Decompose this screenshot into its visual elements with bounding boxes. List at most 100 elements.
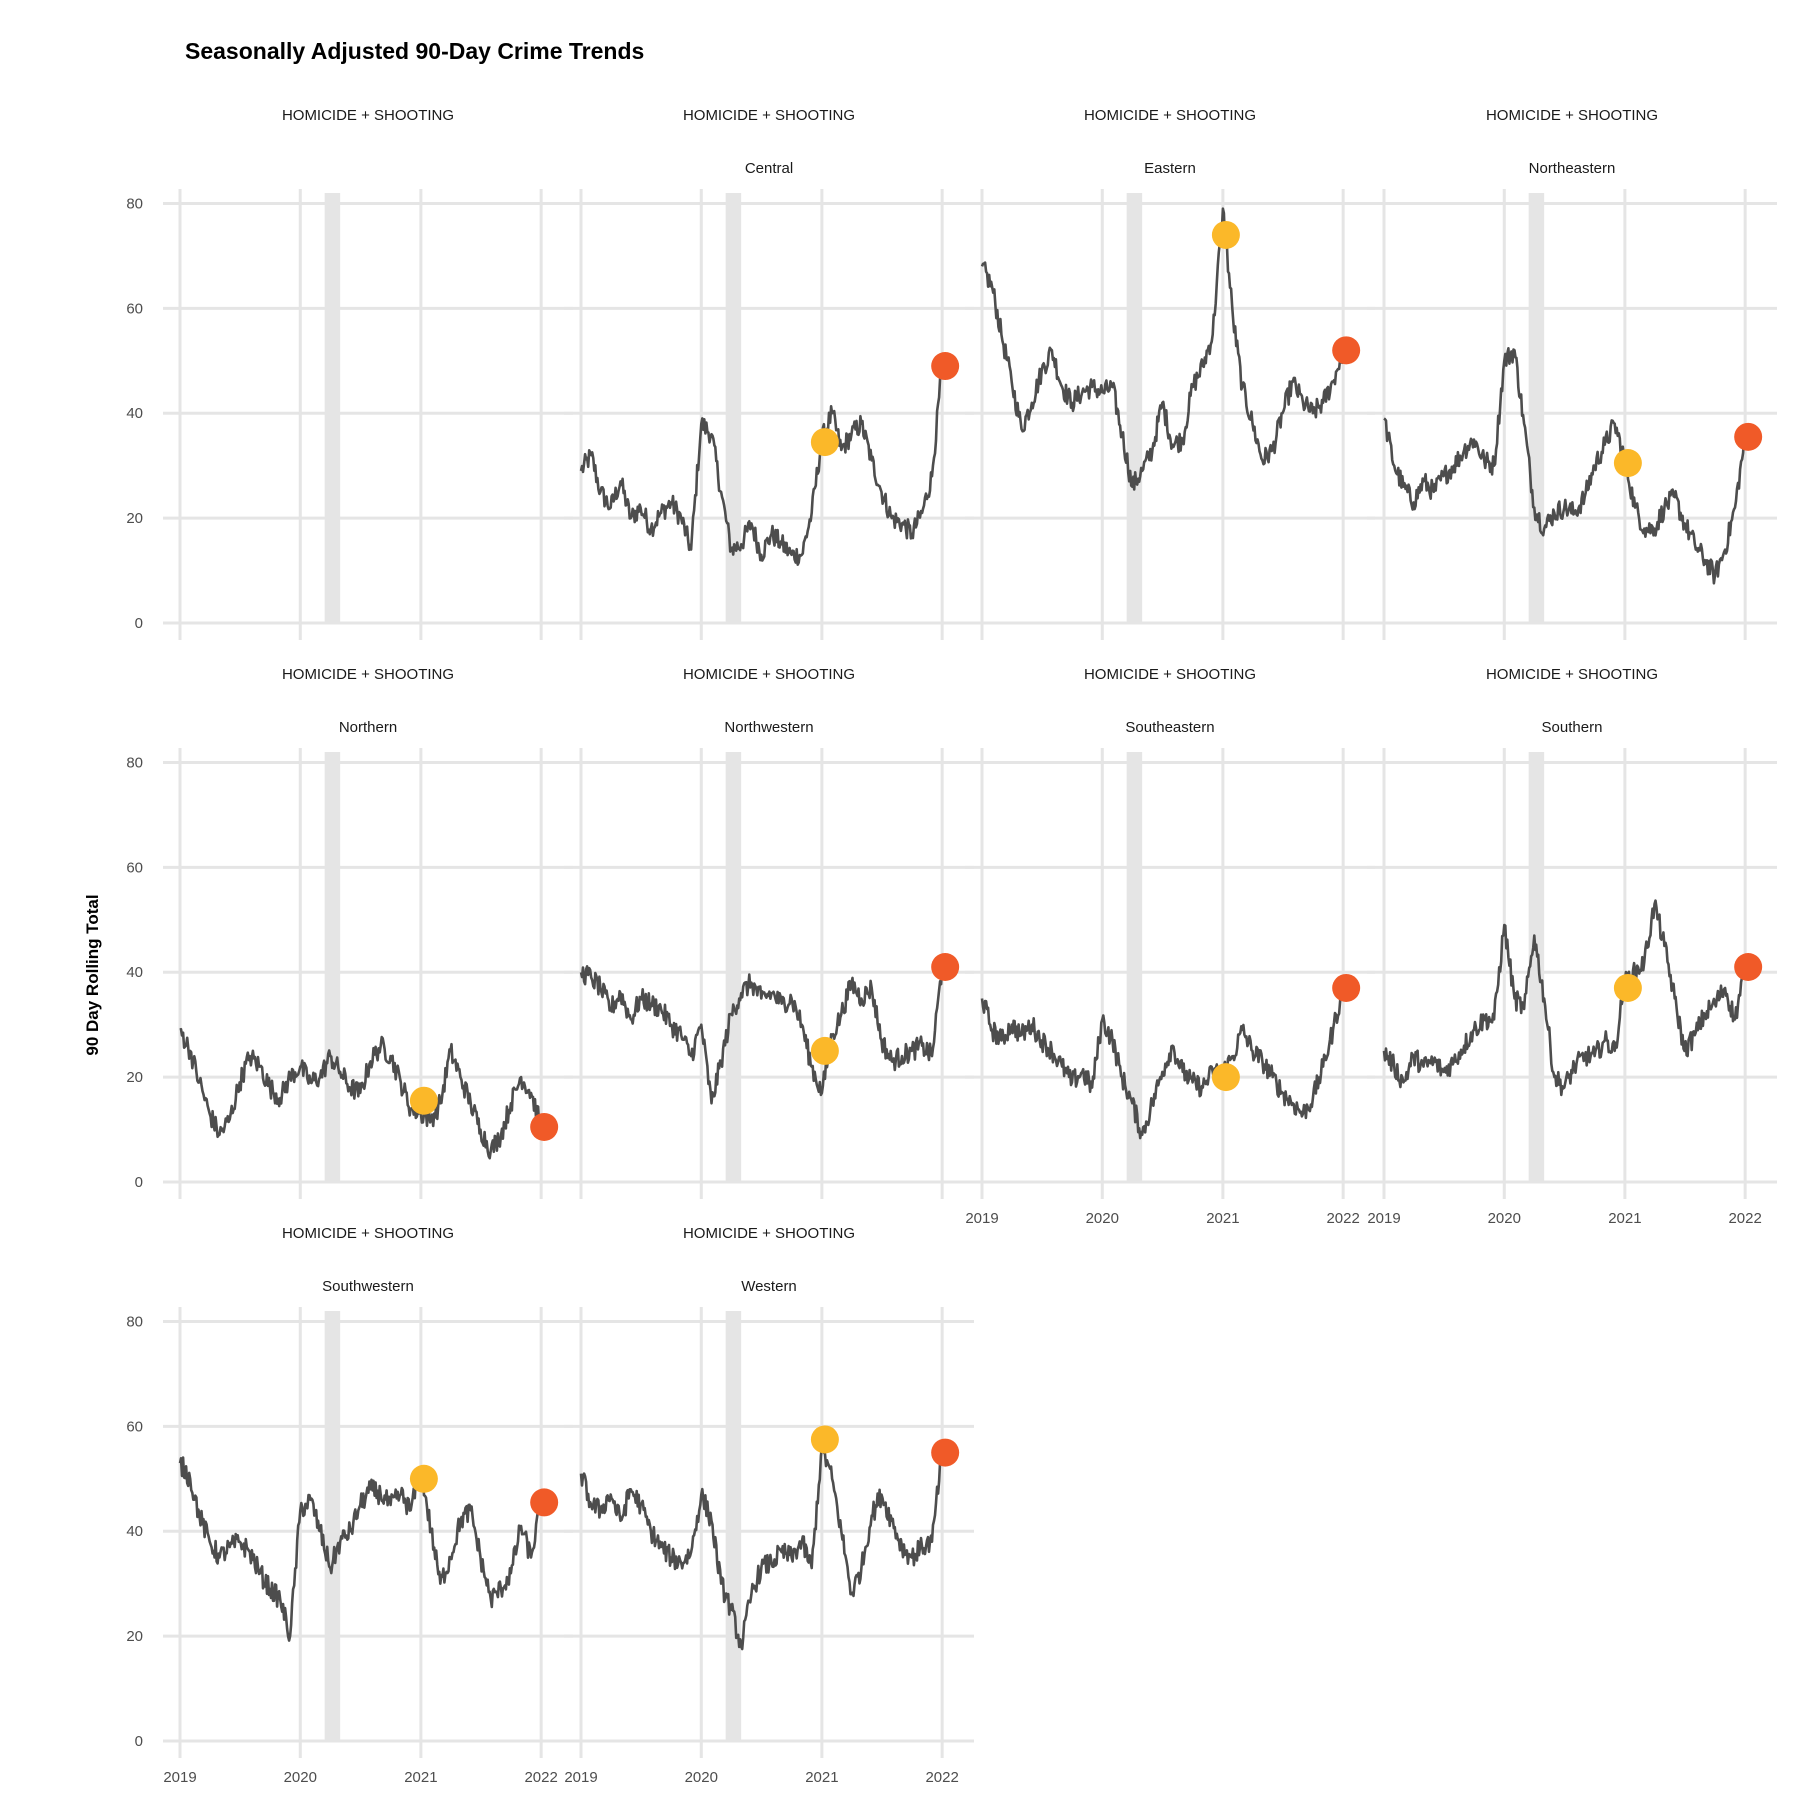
marker-2021 — [1613, 973, 1642, 1002]
y-tick-label: 60 — [126, 859, 143, 876]
y-tick-label: 0 — [135, 1733, 143, 1750]
x-tick-label: 2022 — [925, 1769, 958, 1786]
series-line — [1382, 899, 1746, 1097]
x-tick-label: 2020 — [685, 1769, 718, 1786]
district-label: Northeastern — [1529, 160, 1616, 177]
y-tick-label: 80 — [126, 754, 143, 771]
series-line — [1383, 347, 1747, 585]
panel-northern: HOMICIDE + SHOOTING Northern 0 20 40 60 80 — [126, 666, 573, 1199]
x-tick-label: 2020 — [284, 1769, 317, 1786]
panel-blank: HOMICIDE + SHOOTING 0 20 40 60 80 — [126, 107, 573, 640]
x-tick-label: 2019 — [163, 1769, 196, 1786]
shaded-period — [1126, 193, 1143, 623]
district-label: Central — [745, 160, 793, 177]
marker-2022 — [1734, 953, 1763, 981]
panel-southeastern: HOMICIDE + SHOOTING Southeastern 2019 2020 2… — [965, 666, 1375, 1227]
facet-label: HOMICIDE + SHOOTING — [1486, 107, 1658, 124]
marker-2021 — [810, 1036, 839, 1065]
y-tick-label: 60 — [126, 300, 143, 317]
marker-2021 — [409, 1464, 438, 1493]
x-tick-label: 2019 — [965, 1210, 998, 1227]
district-label: Northwestern — [724, 719, 813, 736]
panel-western: HOMICIDE + SHOOTING Western 2019 2020 2021 20… — [564, 1225, 974, 1786]
x-tick-label: 2020 — [1086, 1210, 1119, 1227]
shaded-period — [1528, 193, 1545, 623]
y-tick-label: 40 — [126, 1523, 143, 1540]
series-line — [980, 207, 1345, 491]
y-axis-label: 90 Day Rolling Total — [83, 894, 102, 1055]
panel-central: HOMICIDE + SHOOTING Central — [564, 107, 974, 640]
marker-2021 — [1613, 449, 1642, 478]
marker-2022 — [1332, 336, 1361, 365]
shaded-period — [324, 1311, 341, 1741]
marker-2022 — [530, 1488, 559, 1517]
x-tick-label: 2019 — [564, 1769, 597, 1786]
panel-southern: HOMICIDE + SHOOTING Southern 2019 2020 2021 2… — [1367, 666, 1777, 1227]
district-label: Southern — [1542, 719, 1603, 736]
x-tick-label: 2022 — [524, 1769, 557, 1786]
y-tick-label: 0 — [135, 1174, 143, 1191]
x-tick-label: 2020 — [1488, 1210, 1521, 1227]
marker-2021 — [810, 1425, 839, 1454]
district-label: Southeastern — [1125, 719, 1214, 736]
series-line — [579, 1439, 944, 1651]
facet-label: HOMICIDE + SHOOTING — [1084, 107, 1256, 124]
district-label: Northern — [339, 719, 397, 736]
marker-2021 — [810, 428, 839, 457]
district-label: Southwestern — [322, 1278, 414, 1295]
shaded-period — [725, 752, 742, 1182]
district-label: Western — [741, 1278, 797, 1295]
x-tick-label: 2022 — [1326, 1210, 1359, 1227]
series-line — [980, 986, 1344, 1140]
marker-2022 — [1332, 973, 1361, 1002]
marker-2022 — [1734, 422, 1763, 451]
facet-label: HOMICIDE + SHOOTING — [683, 1225, 855, 1242]
facet-label: HOMICIDE + SHOOTING — [683, 666, 855, 683]
y-tick-label: 80 — [126, 1313, 143, 1330]
marker-2022 — [931, 352, 960, 381]
marker-2022 — [931, 953, 960, 981]
y-tick-label: 60 — [126, 1418, 143, 1435]
marker-2022 — [931, 1438, 960, 1467]
x-tick-label: 2021 — [404, 1769, 437, 1786]
marker-2021 — [1211, 1063, 1240, 1092]
marker-2021 — [409, 1086, 438, 1115]
marker-2022 — [530, 1112, 559, 1141]
chart-title: Seasonally Adjusted 90-Day Crime Trends — [185, 38, 644, 64]
shaded-period — [1126, 752, 1143, 1182]
y-tick-label: 0 — [135, 615, 143, 632]
shaded-period — [1528, 752, 1545, 1182]
y-tick-label: 40 — [126, 964, 143, 981]
panel-southwestern: HOMICIDE + SHOOTING Southwestern 0 20 40 60 80… — [126, 1225, 573, 1786]
shaded-period — [725, 193, 742, 623]
facet-label: HOMICIDE + SHOOTING — [282, 1225, 454, 1242]
y-tick-label: 80 — [126, 195, 143, 212]
series-line — [579, 365, 944, 566]
x-tick-label: 2021 — [1206, 1210, 1239, 1227]
panel-eastern: HOMICIDE + SHOOTING Eastern — [965, 107, 1375, 640]
facet-label: HOMICIDE + SHOOTING — [1084, 666, 1256, 683]
panel-northeastern: HOMICIDE + SHOOTING Northeastern — [1367, 107, 1777, 640]
shaded-period — [324, 752, 341, 1182]
series-line — [179, 1027, 543, 1160]
shaded-period — [725, 1311, 742, 1741]
panel-northwestern: HOMICIDE + SHOOTING Northwestern — [564, 666, 974, 1199]
facet-label: HOMICIDE + SHOOTING — [1486, 666, 1658, 683]
x-tick-label: 2021 — [805, 1769, 838, 1786]
y-tick-label: 20 — [126, 510, 143, 527]
facet-label: HOMICIDE + SHOOTING — [282, 666, 454, 683]
series-line — [579, 965, 944, 1105]
y-tick-label: 20 — [126, 1628, 143, 1645]
y-tick-label: 20 — [126, 1069, 143, 1086]
x-tick-label: 2019 — [1367, 1210, 1400, 1227]
shaded-period — [324, 193, 341, 623]
series-line — [178, 1456, 543, 1642]
facet-label: HOMICIDE + SHOOTING — [683, 107, 855, 124]
marker-2021 — [1211, 220, 1240, 249]
y-tick-label: 40 — [126, 405, 143, 422]
x-tick-label: 2022 — [1728, 1210, 1761, 1227]
facet-label: HOMICIDE + SHOOTING — [282, 107, 454, 124]
district-label: Eastern — [1144, 160, 1196, 177]
x-tick-label: 2021 — [1608, 1210, 1641, 1227]
